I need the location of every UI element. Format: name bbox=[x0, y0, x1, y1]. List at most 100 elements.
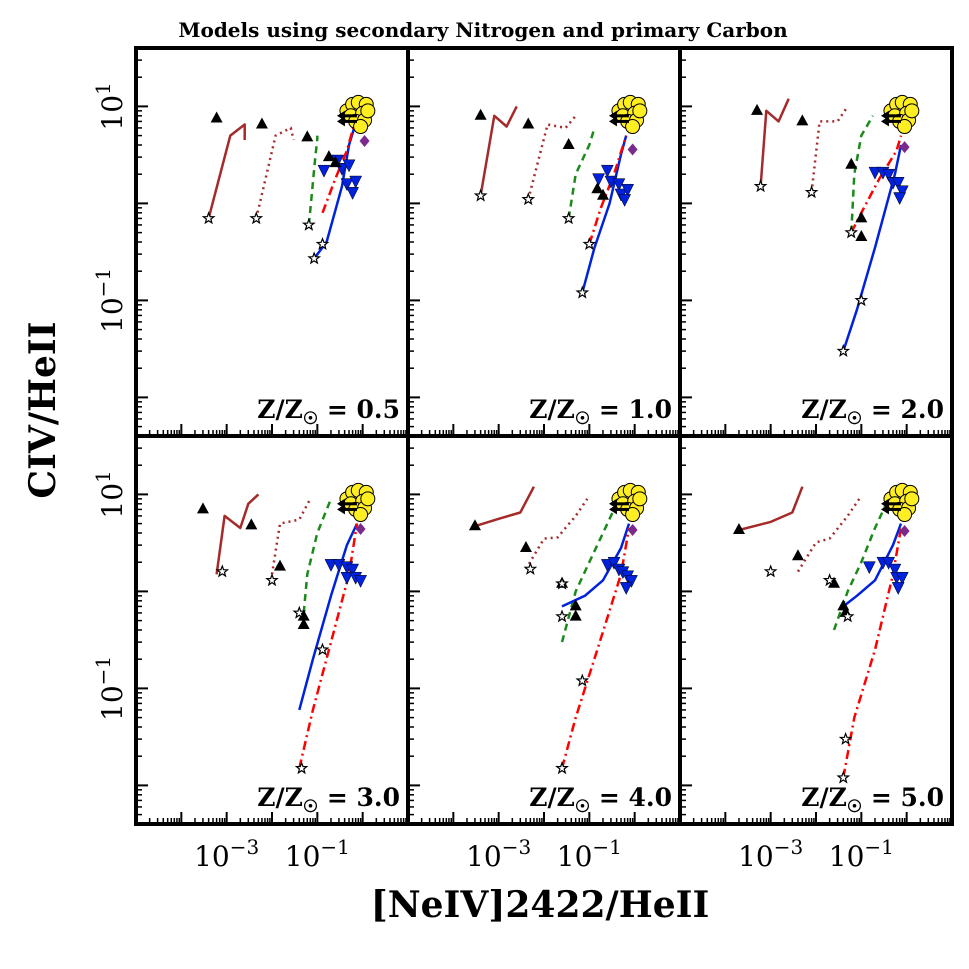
yellow-circle-point bbox=[904, 491, 920, 507]
plot-area bbox=[751, 94, 920, 358]
yellow-circle-point bbox=[360, 103, 376, 119]
blue-down-triangle-point bbox=[342, 159, 356, 173]
series-line-brown-1 bbox=[207, 123, 246, 219]
blue-down-triangle-point bbox=[625, 575, 638, 588]
panel-6: Z/Z☉ = 5.0 bbox=[678, 434, 954, 826]
panel-5: Z/Z☉ = 4.0 bbox=[406, 434, 682, 826]
blue-down-triangle-point bbox=[893, 192, 907, 206]
yellow-circle-point bbox=[625, 507, 641, 523]
black-triangle-marker bbox=[468, 519, 481, 531]
purple-diamond-point bbox=[355, 522, 366, 535]
purple-diamond-point bbox=[899, 141, 910, 154]
star-marker bbox=[836, 343, 851, 358]
black-triangle-marker bbox=[562, 138, 575, 149]
limit-arrow-head bbox=[608, 504, 617, 515]
panel-4: Z/Z☉ = 3.0 bbox=[134, 434, 410, 826]
panel-label: Z/Z☉ = 0.5 bbox=[257, 395, 400, 429]
black-triangle-marker bbox=[210, 111, 223, 123]
blue-down-triangle-point bbox=[619, 582, 633, 595]
series-line-blue-4 bbox=[842, 523, 903, 608]
series-line-blue-4 bbox=[298, 523, 359, 711]
purple-diamond-point bbox=[627, 523, 638, 536]
series-line-blue-4 bbox=[561, 523, 631, 608]
star-marker bbox=[854, 293, 869, 307]
panel-frame bbox=[678, 434, 954, 826]
chart-title: Models using secondary Nitrogen and prim… bbox=[178, 18, 788, 42]
black-triangle-marker bbox=[196, 502, 209, 514]
series-line-brown-1 bbox=[474, 486, 536, 528]
black-triangle-marker bbox=[297, 618, 310, 630]
yellow-circle-point bbox=[360, 491, 376, 507]
star-marker bbox=[307, 251, 322, 265]
plot-area bbox=[732, 482, 920, 784]
panel-2: Z/Z☉ = 1.0 bbox=[406, 46, 682, 438]
yellow-circle-point bbox=[625, 119, 641, 135]
plot-area bbox=[196, 482, 376, 775]
limit-arrow-head bbox=[336, 504, 345, 515]
y-tick-label: 101 bbox=[91, 470, 129, 518]
blue-down-triangle-point bbox=[354, 575, 367, 588]
star-marker bbox=[292, 605, 307, 619]
black-triangle-marker bbox=[751, 103, 764, 115]
star-marker bbox=[315, 642, 330, 656]
black-triangle-marker bbox=[855, 211, 868, 223]
blue-down-triangle-point bbox=[882, 556, 896, 570]
series-line-green-3 bbox=[307, 135, 319, 226]
yellow-circle-point bbox=[904, 103, 920, 119]
star-marker bbox=[555, 576, 569, 590]
black-triangle-marker bbox=[791, 549, 804, 561]
x-tick-label: 10−3 bbox=[466, 835, 531, 873]
y-axis-label: CIV/HeII bbox=[22, 321, 64, 498]
yellow-circle-point bbox=[632, 491, 648, 507]
blue-down-triangle-point bbox=[592, 173, 605, 187]
star-marker bbox=[840, 609, 855, 623]
star-marker bbox=[804, 185, 819, 199]
series-line-brown-1 bbox=[759, 98, 790, 187]
star-marker bbox=[473, 188, 488, 202]
star-marker bbox=[836, 770, 851, 784]
star-marker bbox=[315, 237, 330, 250]
x-tick-label: 10−1 bbox=[557, 835, 622, 873]
black-triangle-marker bbox=[596, 188, 609, 200]
panel-label: Z/Z☉ = 3.0 bbox=[257, 783, 400, 817]
x-tick-label: 10−1 bbox=[285, 835, 350, 873]
series-line-brown-1 bbox=[479, 105, 518, 196]
star-marker bbox=[763, 564, 778, 578]
blue-down-triangle-point bbox=[349, 175, 363, 189]
series-line-brown-2 bbox=[524, 498, 589, 570]
yellow-circle-point bbox=[897, 119, 913, 135]
blue-down-triangle-point bbox=[895, 185, 909, 199]
black-triangle-marker bbox=[828, 576, 841, 588]
limit-arrow-head bbox=[880, 116, 889, 127]
star-marker bbox=[215, 564, 230, 578]
star-marker bbox=[582, 236, 597, 250]
series-line-brown-2 bbox=[270, 498, 312, 575]
star-marker bbox=[844, 225, 859, 239]
star-marker bbox=[294, 761, 309, 775]
series-line-brown-2 bbox=[796, 498, 861, 573]
yellow-circle-point bbox=[897, 507, 913, 523]
purple-diamond-point bbox=[899, 524, 910, 537]
black-triangle-marker bbox=[474, 108, 487, 120]
black-triangle-marker bbox=[519, 541, 532, 553]
star-marker bbox=[249, 211, 264, 225]
blue-down-triangle-point bbox=[891, 582, 905, 595]
blue-down-triangle-point bbox=[317, 164, 331, 178]
black-triangle-marker bbox=[845, 157, 858, 169]
blue-down-triangle-point bbox=[346, 563, 360, 577]
black-triangle-marker bbox=[301, 130, 314, 142]
yellow-circle-point bbox=[353, 119, 369, 135]
star-marker bbox=[561, 211, 576, 225]
yellow-circle-point bbox=[353, 507, 369, 523]
blue-down-triangle-point bbox=[346, 187, 360, 200]
blue-down-triangle-point bbox=[882, 168, 896, 182]
x-axis-label: [NeIV]2422/HeII bbox=[371, 884, 710, 926]
black-triangle-marker bbox=[796, 114, 809, 126]
star-marker bbox=[753, 179, 768, 193]
series-line-green-3 bbox=[560, 503, 618, 643]
blue-down-triangle-point bbox=[324, 559, 338, 572]
panel-label: Z/Z☉ = 1.0 bbox=[529, 395, 672, 429]
black-triangle-marker bbox=[322, 150, 335, 162]
